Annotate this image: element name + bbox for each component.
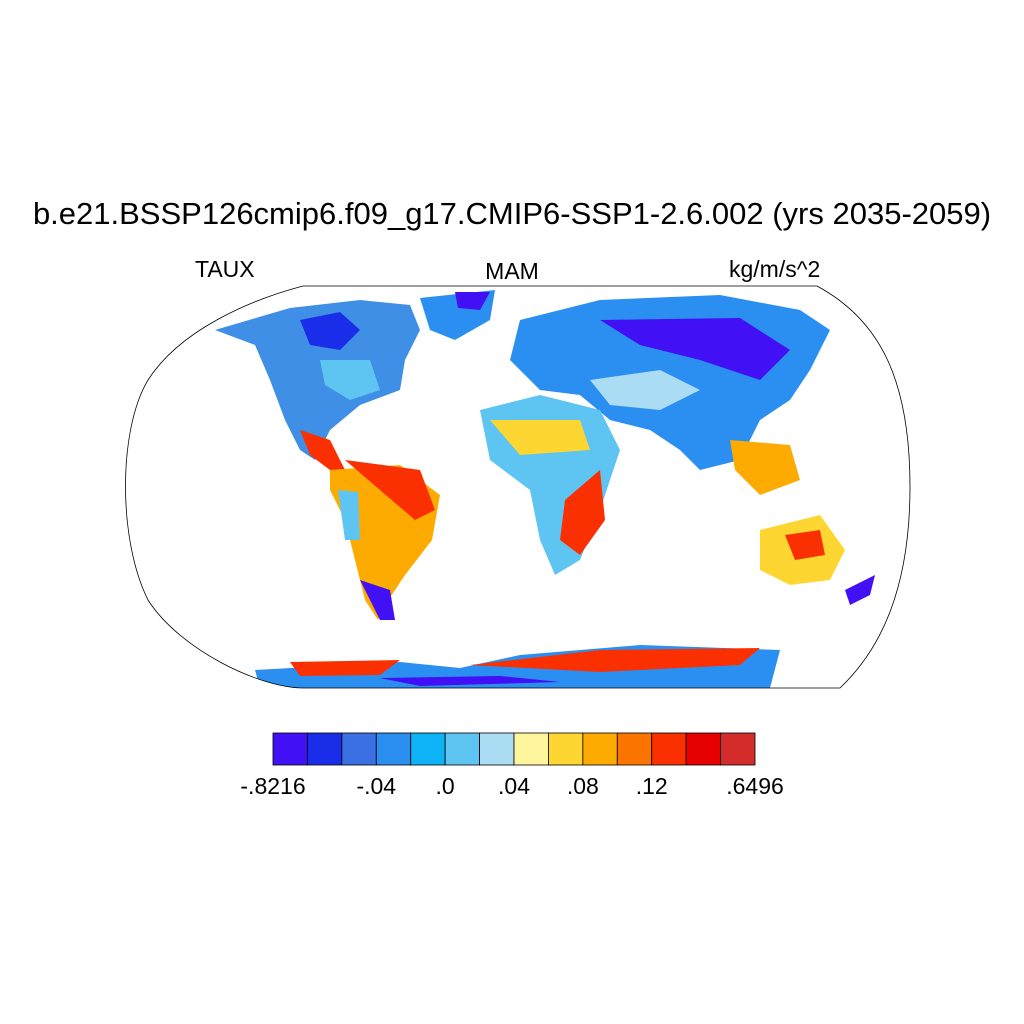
colorbar-swatch <box>479 732 515 766</box>
south-america-detail <box>360 580 395 620</box>
colorbar-swatch <box>685 732 721 766</box>
colorbar-swatch <box>582 732 618 766</box>
antarctica-detail <box>380 676 560 686</box>
africa-detail <box>490 420 590 455</box>
south-america-detail <box>338 490 360 540</box>
eurasia-detail <box>600 318 790 380</box>
southeast-asia-land <box>730 440 800 495</box>
north-america-land <box>215 300 420 460</box>
north-america-detail <box>320 360 380 400</box>
map-boundary <box>125 285 911 689</box>
greenland-detail <box>455 292 490 310</box>
season-label: MAM <box>485 258 539 284</box>
colorbar-swatch <box>375 732 412 766</box>
antarctica-detail <box>470 648 760 672</box>
antarctica-detail <box>290 660 400 676</box>
africa-detail <box>560 470 605 555</box>
colorbar-tick-label: -.8216 <box>240 773 306 799</box>
colorbar-tick-label: .08 <box>566 773 599 799</box>
eurasia-detail <box>590 370 700 410</box>
colorbar-swatch <box>341 732 377 766</box>
colorbar-swatch <box>548 732 584 766</box>
colorbar-swatch <box>720 732 756 766</box>
australia-detail <box>785 530 825 560</box>
south-america-detail <box>345 460 435 520</box>
variable-label: TAUX <box>195 256 255 282</box>
new-zealand-land <box>845 575 875 605</box>
colorbar-swatch <box>410 732 446 766</box>
plot-title: b.e21.BSSP126cmip6.f09_g17.CMIP6-SSP1-2.… <box>32 196 992 231</box>
colorbar-swatch <box>307 732 343 766</box>
colorbar-swatch <box>616 732 653 766</box>
colorbar-swatch <box>513 732 549 766</box>
colorbar-tick-label: .6496 <box>726 773 784 799</box>
units-label: kg/m/s^2 <box>729 256 821 282</box>
colorbar-swatch <box>651 732 687 766</box>
colorbar-swatch <box>272 732 308 766</box>
colorbar-tick-label: .12 <box>635 773 668 799</box>
central-america-land <box>300 430 345 470</box>
north-america-detail <box>300 312 360 350</box>
colorbar-tick-label: -.04 <box>356 773 397 799</box>
colorbar-tick-label: .04 <box>498 773 530 799</box>
colorbar-tick-label: .0 <box>435 773 455 799</box>
colorbar-swatch <box>444 732 480 766</box>
